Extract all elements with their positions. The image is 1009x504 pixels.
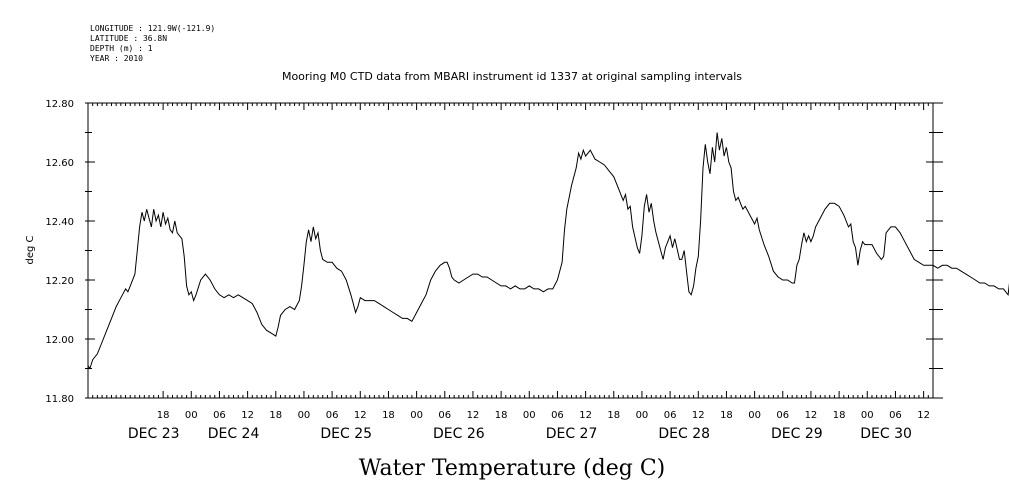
plot-frame: [87, 102, 934, 399]
x-tick-label: 12: [917, 410, 930, 421]
day-labels: DEC 23 DEC 24 DEC 25 DEC 26 DEC 27 DEC 28 DEC …: [128, 426, 912, 442]
y-tick-label: 11.80: [45, 394, 74, 405]
day-label: DEC 27: [546, 426, 598, 442]
day-label: DEC 24: [208, 426, 260, 442]
x-tick-label: 00: [861, 410, 874, 421]
x-tick-label: 06: [438, 410, 451, 421]
x-tick-label: 00: [523, 410, 536, 421]
x-tick-label: 06: [889, 410, 902, 421]
x-tick-label: 18: [607, 410, 620, 421]
x-tick-label: 12: [241, 410, 254, 421]
y-tick-label: 12.00: [45, 335, 74, 346]
x-tick-label: 18: [382, 410, 395, 421]
metadata-line: YEAR : 2010: [90, 54, 143, 63]
y-tick-label: 12.40: [45, 217, 74, 228]
day-label: DEC 28: [658, 426, 710, 442]
day-label: DEC 25: [320, 426, 372, 442]
day-label: DEC 23: [128, 426, 180, 442]
y-tick-label: 12.20: [45, 276, 74, 287]
x-tick-label: 12: [467, 410, 480, 421]
metadata-line: LONGITUDE : 121.9W(-121.9): [90, 24, 215, 33]
x-tick-label: 12: [805, 410, 818, 421]
chart-title: Mooring M0 CTD data from MBARI instrumen…: [282, 70, 742, 83]
x-tick-label: 06: [776, 410, 789, 421]
series-line: [87, 132, 1009, 370]
x-tick-labels: 18 00 06 12 18 00 06 12 18 00 06 12 18 00 06 12 18 00 06 12…: [157, 410, 930, 421]
x-tick-label: 18: [269, 410, 282, 421]
x-axis-label: Water Temperature (deg C): [359, 456, 666, 481]
y-tick-labels: 11.80 12.00 12.20 12.40 12.60 12.80: [45, 99, 74, 405]
axis-ticks: [85, 102, 943, 399]
x-tick-label: 18: [720, 410, 733, 421]
x-tick-label: 06: [213, 410, 226, 421]
y-tick-label: 12.60: [45, 158, 74, 169]
day-label: DEC 29: [771, 426, 823, 442]
x-tick-label: 00: [298, 410, 311, 421]
day-label: DEC 30: [860, 426, 912, 442]
x-tick-label: 00: [410, 410, 423, 421]
day-label: DEC 26: [433, 426, 485, 442]
x-tick-label: 18: [833, 410, 846, 421]
y-tick-label: 12.80: [45, 99, 74, 110]
x-tick-label: 06: [551, 410, 564, 421]
x-tick-label: 00: [636, 410, 649, 421]
x-tick-label: 06: [326, 410, 339, 421]
x-tick-label: 12: [579, 410, 592, 421]
x-tick-label: 00: [185, 410, 198, 421]
metadata-line: DEPTH (m) : 1: [90, 44, 153, 53]
x-tick-label: 00: [748, 410, 761, 421]
x-tick-label: 06: [664, 410, 677, 421]
metadata-block: LONGITUDE : 121.9W(-121.9) LATITUDE : 36…: [90, 24, 215, 63]
metadata-line: LATITUDE : 36.8N: [90, 34, 167, 43]
x-tick-label: 18: [495, 410, 508, 421]
x-tick-label: 18: [157, 410, 170, 421]
x-tick-label: 12: [692, 410, 705, 421]
x-tick-label: 12: [354, 410, 367, 421]
y-axis-label: deg C: [25, 235, 36, 264]
